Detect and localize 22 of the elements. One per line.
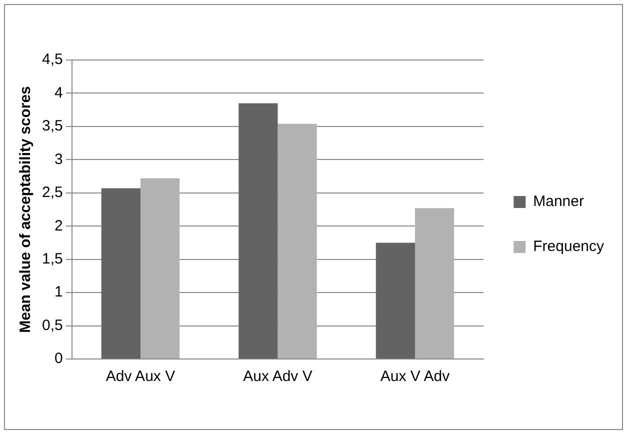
x-tick-label: Adv Aux V	[106, 368, 176, 386]
x-tick-label: Aux V Adv	[380, 368, 450, 386]
bar	[278, 124, 317, 358]
y-tick-label: 1,5	[42, 250, 63, 268]
y-axis-title: Mean value of acceptability scores	[17, 86, 34, 333]
bar	[101, 188, 140, 358]
bar	[140, 178, 180, 358]
y-tick-label: 0	[54, 350, 63, 368]
y-tick-label: 2	[54, 217, 63, 234]
bar	[376, 242, 415, 358]
bar	[238, 103, 278, 358]
legend-label: Frequency	[533, 238, 604, 256]
legend-label: Manner	[533, 193, 584, 210]
y-tick-label: 4,5	[42, 51, 63, 68]
y-tick-label: 3	[54, 150, 63, 168]
y-tick-label: 0,5	[42, 316, 63, 334]
bar	[415, 208, 454, 358]
y-tick-label: 2,5	[42, 184, 63, 202]
y-tick-label: 1	[54, 284, 63, 301]
y-tick-label: 4	[54, 84, 63, 102]
x-tick-label: Aux Adv V	[243, 368, 312, 386]
y-tick-label: 3,5	[42, 118, 63, 135]
